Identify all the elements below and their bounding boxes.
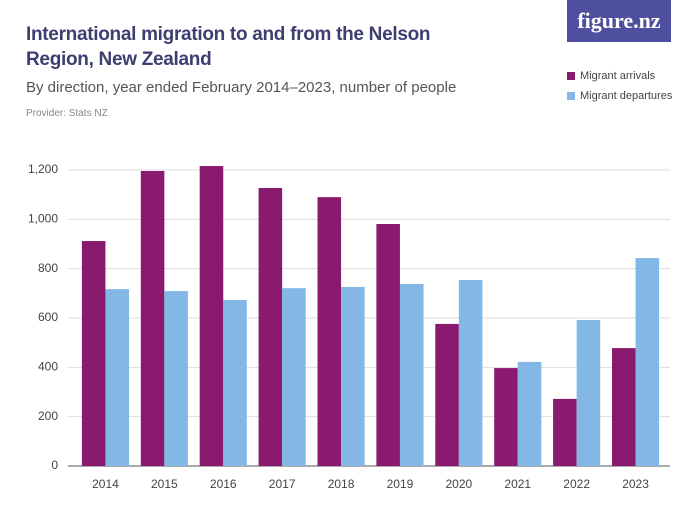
bar	[458, 280, 483, 466]
bar	[81, 241, 106, 466]
y-tick-label: 200	[38, 409, 58, 423]
x-tick-label: 2014	[92, 477, 119, 491]
bar	[140, 170, 165, 466]
bar	[553, 398, 577, 466]
y-tick-label: 1,200	[28, 162, 58, 176]
bar	[494, 368, 518, 466]
x-tick-label: 2022	[563, 477, 590, 491]
bar	[635, 258, 660, 466]
x-tick-label: 2019	[387, 477, 414, 491]
logo[interactable]: figure.nz	[567, 0, 671, 42]
x-tick-label: 2020	[445, 477, 472, 491]
bar	[223, 299, 247, 466]
bar	[199, 166, 224, 466]
bar	[258, 188, 283, 467]
y-tick-label: 0	[51, 458, 58, 472]
legend-swatch	[567, 92, 575, 100]
bar	[317, 197, 342, 466]
x-tick-label: 2023	[622, 477, 649, 491]
x-tick-label: 2016	[210, 477, 237, 491]
y-tick-label: 800	[38, 261, 58, 275]
bar	[282, 288, 306, 466]
y-tick-label: 600	[38, 310, 58, 324]
provider: Provider: Stats NZ	[26, 108, 108, 119]
x-tick-label: 2015	[151, 477, 178, 491]
bar	[517, 361, 542, 466]
y-tick-label: 1,000	[28, 212, 58, 226]
bar	[399, 283, 424, 466]
legend-label: Migrant departures	[580, 90, 673, 102]
bar	[105, 289, 130, 466]
bar	[164, 291, 188, 466]
x-tick-label: 2018	[328, 477, 355, 491]
bar	[576, 319, 601, 466]
bar	[611, 348, 636, 466]
chart-subtitle: By direction, year ended February 2014–2…	[26, 79, 457, 96]
bar	[341, 286, 365, 466]
legend-label: Migrant arrivals	[580, 70, 656, 82]
y-tick-label: 400	[38, 360, 58, 374]
x-tick-label: 2021	[504, 477, 531, 491]
chart-title: International migration to and from the …	[26, 24, 431, 70]
bar	[435, 323, 459, 466]
legend-swatch	[567, 72, 575, 80]
x-tick-label: 2017	[269, 477, 296, 491]
bar	[376, 224, 400, 466]
